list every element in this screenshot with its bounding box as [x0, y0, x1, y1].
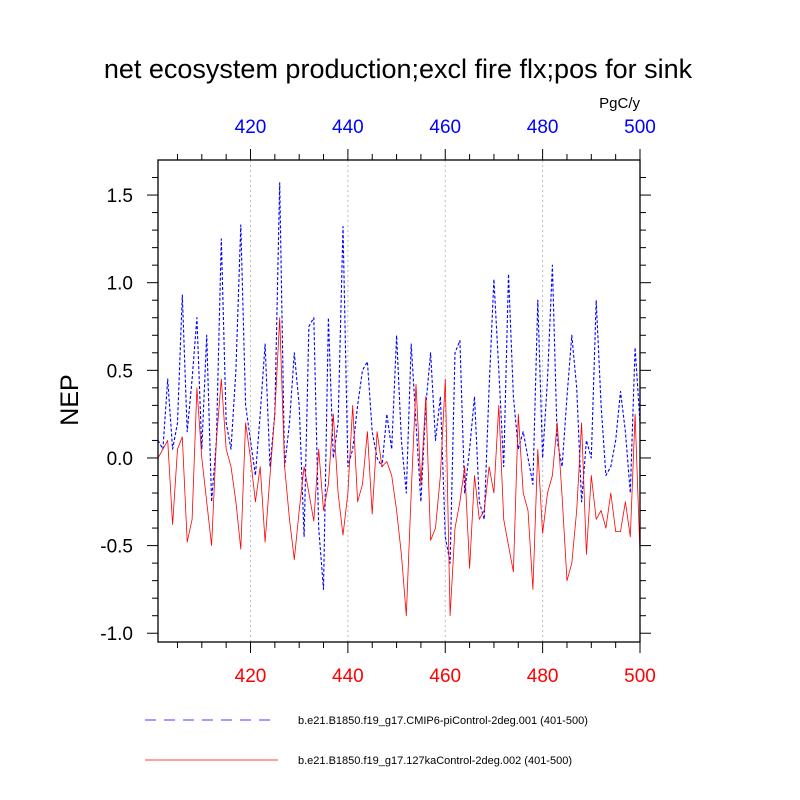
y-tick-label-2: 0.0 [107, 449, 133, 470]
series-line-127ka [157, 317, 641, 617]
x-bottom-tick-label-480: 480 [527, 666, 559, 687]
series-line-piControl [157, 182, 641, 590]
y-axis-label: NEP [56, 374, 84, 425]
x-bottom-tick-label-500: 500 [624, 666, 656, 687]
x-top-tick-label-420: 420 [235, 117, 267, 138]
plot-frame [157, 159, 641, 643]
gridlines [250, 160, 544, 642]
x-bottom-tick-label-440: 440 [332, 666, 364, 687]
data-series [157, 182, 641, 617]
x-top-tick-label-480: 480 [527, 117, 559, 138]
x-bottom-tick-label-420: 420 [235, 666, 267, 687]
x-top-tick-label-440: 440 [332, 117, 364, 138]
tick-labels: 420 420 440 440 460 460 480 480 500 500 -1.0 -0.5 0.… [100, 117, 656, 687]
legend-label-piControl: b.e21.B1850.f19_g17.CMIP6-piControl-2deg… [298, 715, 588, 727]
x-top-tick-label-460: 460 [429, 117, 461, 138]
chart-title: net ecosystem production;excl fire flx;p… [104, 54, 693, 84]
y-tick-label-0: -1.0 [100, 624, 133, 645]
x-top-tick-label-500: 500 [624, 117, 656, 138]
legend: b.e21.B1850.f19_g17.CMIP6-piControl-2deg… [145, 715, 588, 767]
y-tick-label-1: -0.5 [100, 537, 133, 558]
x-bottom-tick-label-460: 460 [429, 666, 461, 687]
units-label: PgC/y [599, 95, 640, 112]
y-tick-label-5: 1.5 [107, 186, 133, 207]
y-tick-label-4: 1.0 [107, 274, 133, 295]
y-tick-label-3: 0.5 [107, 361, 133, 382]
legend-label-127ka: b.e21.B1850.f19_g17.127kaControl-2deg.00… [298, 755, 572, 767]
axis-ticks [147, 149, 651, 653]
